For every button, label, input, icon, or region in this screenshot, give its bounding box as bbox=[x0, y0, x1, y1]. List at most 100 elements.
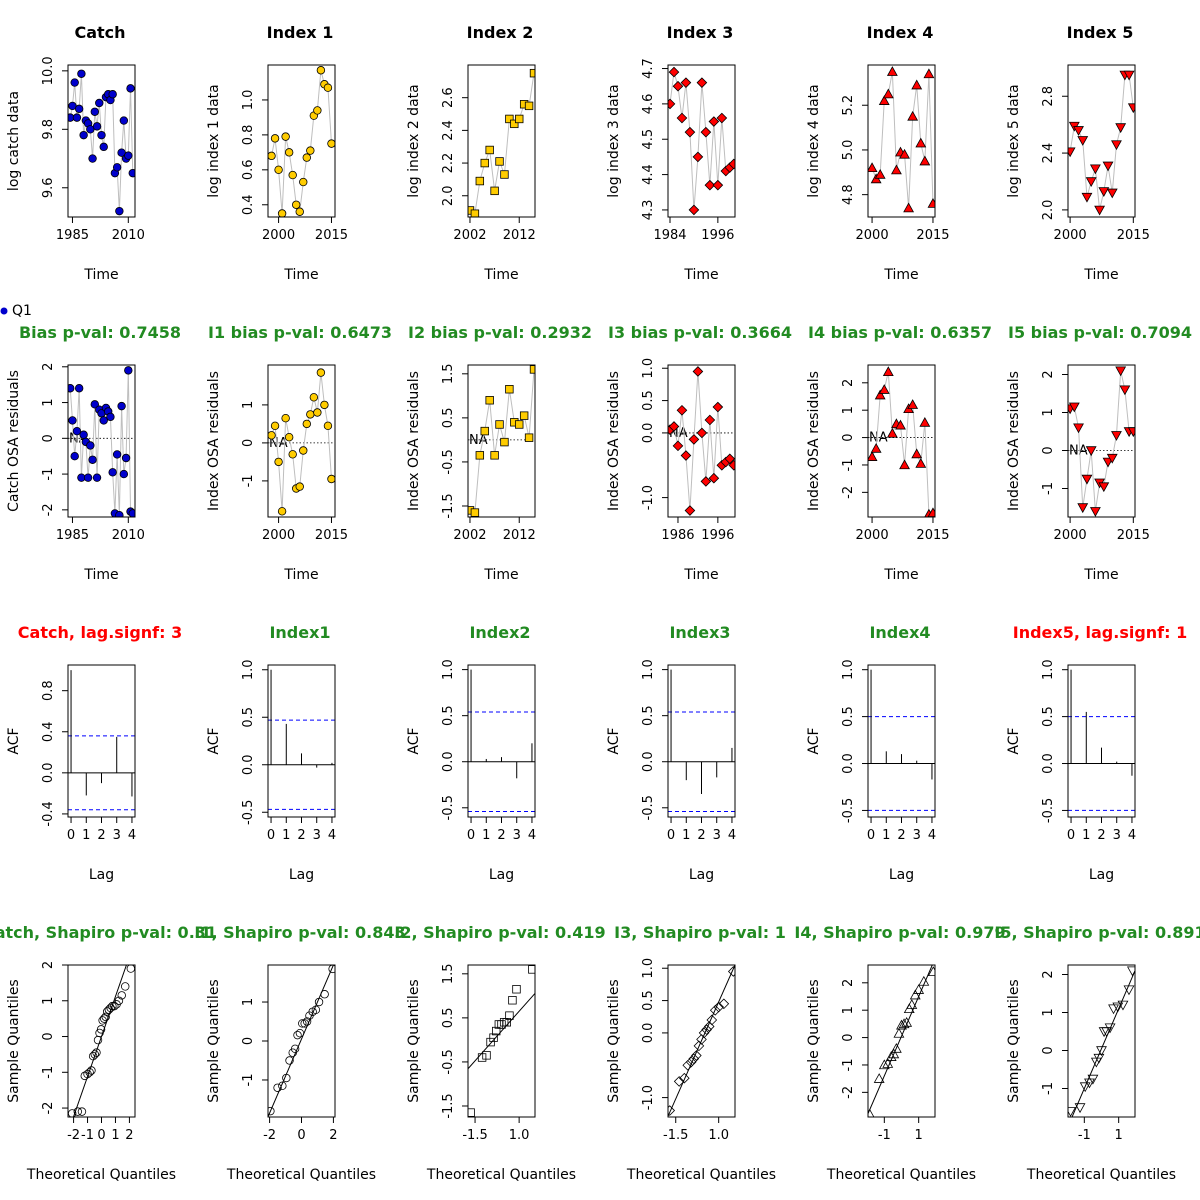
y-tick-label: 2 bbox=[41, 363, 56, 371]
data-point bbox=[83, 473, 93, 482]
panel-title: Index4 bbox=[869, 623, 930, 642]
data-point bbox=[290, 1044, 300, 1053]
plot-area: NA bbox=[668, 366, 735, 516]
panel-title: I1, Shapiro p-val: 0.843 bbox=[194, 923, 405, 942]
panel-index3-qq: I3, Shapiro p-val: 1 -1.5 1.0 -1.0 0.0 0.5 1.0… bbox=[606, 923, 786, 1183]
y-tick-label: -0.5 bbox=[841, 798, 856, 823]
data-point bbox=[886, 427, 898, 438]
y-tick-label: 1.5 bbox=[441, 363, 456, 384]
x-axis: 2000 2015 bbox=[1054, 516, 1150, 543]
data-point bbox=[288, 450, 297, 459]
data-point bbox=[693, 1040, 705, 1052]
x-tick-label: 0 bbox=[1067, 828, 1075, 843]
data-point bbox=[128, 168, 135, 178]
y-tick-label: 1.0 bbox=[1041, 659, 1056, 680]
data-point bbox=[92, 473, 102, 482]
data-point bbox=[274, 165, 283, 175]
data-point bbox=[505, 114, 514, 124]
data-point bbox=[119, 116, 129, 125]
x-axis-label: Time bbox=[283, 267, 318, 283]
data-point bbox=[1087, 1074, 1099, 1085]
panel-index3-residuals: I3 bias p-val: 0.3664 NA 1986 1996 -1.0 0.0 0.… bbox=[606, 323, 792, 583]
y-tick-label: 0.8 bbox=[41, 680, 56, 701]
x-tick-label: 1 bbox=[111, 1128, 119, 1143]
plot-area bbox=[68, 69, 135, 216]
na-label: NA bbox=[469, 433, 488, 448]
x-tick-label: 3 bbox=[113, 828, 121, 843]
data-point bbox=[899, 459, 910, 470]
data-point bbox=[919, 416, 931, 427]
plot-area: NA bbox=[468, 365, 535, 517]
data-point bbox=[519, 411, 529, 420]
y-tick-label: 5.0 bbox=[841, 140, 856, 161]
y-axis-label: log catch data bbox=[6, 91, 22, 191]
data-point bbox=[313, 106, 322, 115]
x-axis-label: Theoretical Quantiles bbox=[26, 1167, 176, 1183]
series-line bbox=[1069, 74, 1134, 211]
y-tick-label: -2 bbox=[41, 1102, 56, 1115]
x-tick-label: 2000 bbox=[1054, 528, 1087, 543]
x-tick-label: 1996 bbox=[701, 228, 734, 243]
data-point bbox=[285, 1056, 294, 1065]
x-tick-label: 2 bbox=[125, 1128, 133, 1143]
data-point bbox=[708, 472, 720, 484]
y-axis-label: Sample Quantiles bbox=[606, 979, 622, 1102]
data-point bbox=[97, 130, 106, 140]
data-point bbox=[300, 1019, 309, 1028]
x-axis: -1.5 1.0 bbox=[663, 1116, 729, 1143]
data-point bbox=[281, 132, 290, 141]
data-point bbox=[74, 384, 84, 393]
data-point bbox=[480, 426, 489, 436]
data-point bbox=[911, 448, 923, 459]
x-tick-label: 3 bbox=[913, 828, 921, 843]
y-tick-label: -0.5 bbox=[441, 1049, 456, 1074]
data-point bbox=[112, 163, 122, 172]
data-point bbox=[709, 1004, 721, 1016]
y-tick-label: 0.0 bbox=[41, 762, 56, 783]
data-point bbox=[126, 965, 135, 973]
y-tick-label: -1.0 bbox=[641, 485, 656, 510]
y-axis-label: Index OSA residuals bbox=[1006, 371, 1022, 511]
data-point bbox=[878, 1059, 890, 1070]
plot-area bbox=[468, 68, 535, 217]
x-tick-label: 0 bbox=[297, 1128, 305, 1143]
data-point bbox=[896, 1019, 907, 1030]
data-point bbox=[115, 511, 124, 517]
plot-area: NA bbox=[268, 368, 335, 516]
plot-area bbox=[868, 66, 935, 213]
x-tick-label: 2015 bbox=[315, 528, 348, 543]
y-tick-label: 2.2 bbox=[441, 153, 456, 174]
data-point bbox=[1073, 423, 1084, 434]
y-tick-label: 1.0 bbox=[641, 958, 656, 979]
data-point bbox=[124, 366, 133, 375]
data-point bbox=[923, 68, 935, 79]
y-axis-label: Index OSA residuals bbox=[606, 371, 622, 511]
plot-area bbox=[868, 965, 935, 1117]
y-axis-label: log index 1 data bbox=[206, 84, 222, 197]
x-tick-label: -1 bbox=[1078, 1128, 1091, 1143]
x-tick-label: 2000 bbox=[1054, 228, 1087, 243]
x-tick-label: 1 bbox=[82, 828, 90, 843]
data-point bbox=[672, 440, 684, 452]
plot-area: NA bbox=[1068, 366, 1135, 517]
x-axis: -1 1 bbox=[1078, 1116, 1123, 1143]
x-axis-label: Lag bbox=[89, 867, 114, 883]
panel-title: I4, Shapiro p-val: 0.979 bbox=[794, 923, 1005, 942]
data-point bbox=[90, 107, 99, 116]
y-tick-label: 0.5 bbox=[641, 390, 656, 411]
y-tick-label: 2 bbox=[841, 979, 856, 987]
y-axis: -0.5 0.0 0.5 1.0 bbox=[441, 659, 468, 820]
data-point bbox=[510, 119, 519, 129]
data-point bbox=[108, 468, 117, 477]
y-tick-label: 2.4 bbox=[441, 120, 456, 141]
y-tick-label: 0 bbox=[41, 434, 56, 442]
plot-area: NA bbox=[68, 366, 135, 517]
data-point bbox=[101, 1012, 110, 1022]
plot-area bbox=[68, 965, 135, 1117]
data-point bbox=[70, 78, 79, 87]
data-point bbox=[1106, 453, 1118, 464]
data-point bbox=[915, 137, 927, 148]
data-point bbox=[106, 1003, 115, 1013]
y-tick-label: 1 bbox=[841, 1006, 856, 1014]
series-line bbox=[271, 70, 332, 214]
